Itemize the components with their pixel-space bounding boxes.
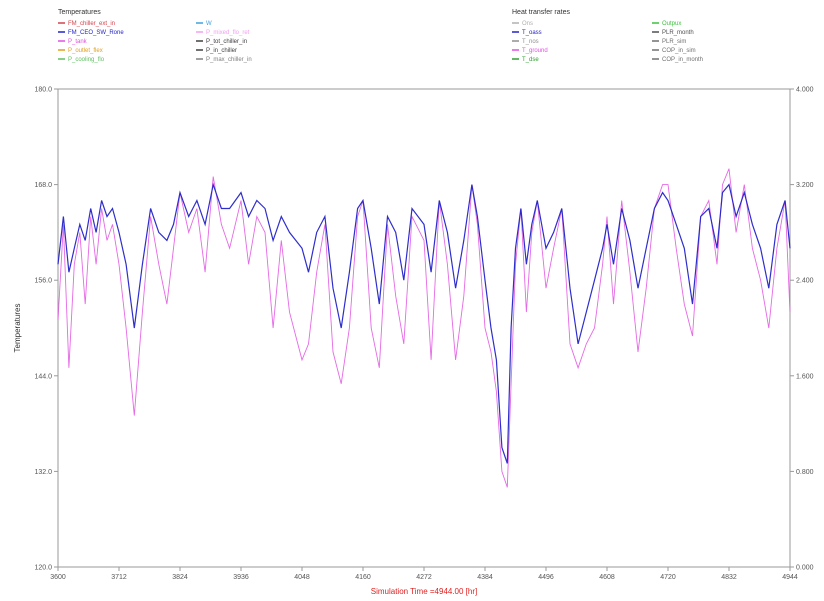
legend-entry-label: COP_in_month (662, 57, 703, 63)
y-tick-label: 156.0 (34, 278, 52, 285)
legend-entry-label: Outpux (662, 21, 681, 27)
x-tick-label: 4272 (416, 574, 432, 581)
x-tick-label: 4048 (294, 574, 310, 581)
y2-tick-label: 0.000 (796, 565, 814, 572)
y2-axis: 0.000 0.800 1.600 2.400 3.200 4.000 (790, 87, 814, 572)
legend-entry-label: P_tank (68, 39, 88, 45)
legend-entry-label: P_mixed_flo_ret (206, 30, 250, 36)
x-axis-label: Simulation Time =4944.00 [hr] (371, 587, 478, 596)
x-tick-label: 3712 (111, 574, 127, 581)
legend-left: Temperatures FM_chiller_ext_in FM_CEO_SW_… (58, 9, 252, 63)
legend-left-entries: FM_chiller_ext_in FM_CEO_SW_Rone P_tank P_o… (58, 21, 252, 63)
y2-tick-label: 3.200 (796, 182, 814, 189)
x-tick-label: 3824 (172, 574, 188, 581)
legend-entry-label: T_dse (522, 57, 539, 63)
legend-entry-label: COP_in_sim (662, 48, 696, 54)
y-tick-label: 168.0 (34, 182, 52, 189)
y-tick-label: 132.0 (34, 469, 52, 476)
x-tick-label: 4720 (660, 574, 676, 581)
series-group (57, 168, 791, 488)
x-tick-label: 4832 (721, 574, 737, 581)
legend-entry-label: P_outlet_flex (68, 48, 103, 54)
x-tick-label: 3936 (233, 574, 249, 581)
legend-right-entries: Ons T_oass T_nos T_ground T_dse Outpux PLR_mon… (512, 21, 703, 63)
legend-entry-label: Ons (522, 21, 533, 27)
legend-right: Heat transfer rates Ons T_oass T_nos T_grou… (512, 9, 703, 63)
legend-entry-label: P_tot_chiller_in (206, 39, 247, 45)
series-line-fm-ceo-sw-rone (57, 182, 791, 464)
y2-tick-label: 0.800 (796, 469, 814, 476)
x-axis: 3600 3712 3824 3936 4048 4160 4272 4384 4496 4608… (50, 567, 798, 581)
y-axis-label: Temperatures (13, 304, 22, 353)
y-tick-label: 120.0 (34, 565, 52, 572)
legend-entry-label: FM_chiller_ext_in (68, 21, 115, 27)
x-tick-label: 3600 (50, 574, 66, 581)
y2-tick-label: 2.400 (796, 278, 814, 285)
legend-left-title: Temperatures (58, 9, 101, 16)
y2-tick-label: 1.600 (796, 373, 814, 380)
plot-area (57, 88, 791, 568)
legend-entry-label: PLR_sim (662, 39, 686, 45)
y-tick-label: 180.0 (34, 87, 52, 94)
legend-entry-label: T_ground (522, 48, 548, 54)
series-line-p-tank (57, 168, 791, 488)
y-tick-label: 144.0 (34, 373, 52, 380)
legend-entry-label: T_oass (522, 30, 542, 36)
x-tick-label: 4160 (355, 574, 371, 581)
legend-entry-label: PLR_month (662, 30, 694, 36)
legend-entry-label: P_max_chiller_in (206, 57, 252, 63)
y2-tick-label: 4.000 (796, 87, 814, 94)
x-tick-label: 4384 (477, 574, 493, 581)
x-tick-label: 4608 (599, 574, 615, 581)
x-tick-label: 4496 (538, 574, 554, 581)
x-tick-label: 4944 (782, 574, 798, 581)
y-axis: 120.0 132.0 144.0 156.0 168.0 180.0 (34, 87, 58, 572)
legend-entry-label: P_in_chiller (206, 48, 237, 54)
legend-entry-label: P_cooling_flo (68, 57, 105, 63)
legend-entry-label: W (206, 21, 212, 27)
legend-right-title: Heat transfer rates (512, 9, 570, 16)
legend-entry-label: T_nos (522, 39, 539, 45)
legend-entry-label: FM_CEO_SW_Rone (68, 30, 124, 36)
